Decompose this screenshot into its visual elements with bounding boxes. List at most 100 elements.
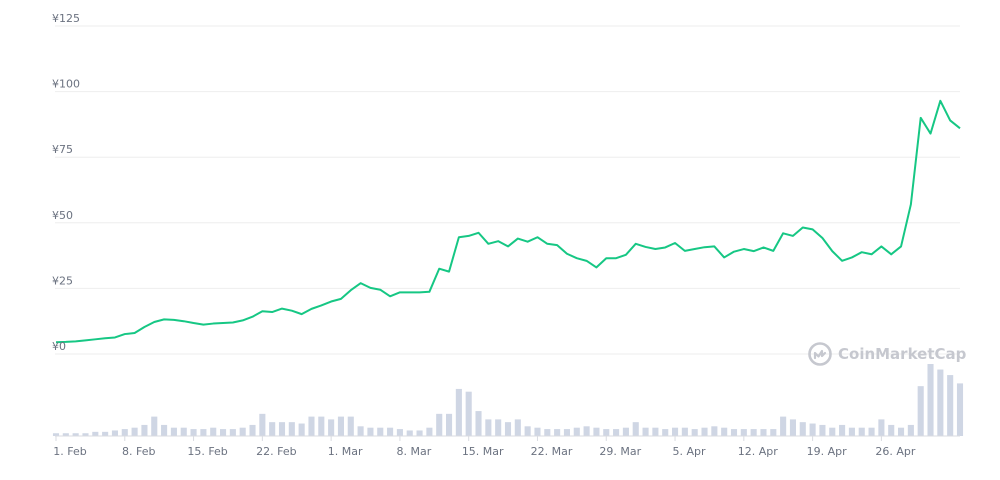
volume-bar [337, 416, 345, 436]
volume-bar [485, 419, 492, 436]
x-tick-label: 15. Mar [462, 445, 504, 458]
x-tick-label: 8. Mar [397, 445, 432, 458]
volume-bar [82, 433, 89, 436]
x-tick-label: 22. Feb [256, 445, 296, 458]
price-line [55, 99, 961, 344]
y-tick-label: ¥50 [52, 209, 73, 222]
y-tick-label: ¥100 [52, 78, 80, 91]
volume-bar [829, 427, 836, 436]
volume-bar [730, 429, 738, 436]
coinmarketcap-logo-icon [808, 342, 832, 366]
volume-bar [907, 424, 914, 436]
y-tick-label: ¥75 [52, 143, 73, 156]
volume-bar [131, 427, 138, 436]
x-tick-label: 15. Feb [187, 445, 227, 458]
volume-bar [613, 429, 620, 436]
volume-bar [288, 422, 295, 436]
volume-bar [170, 427, 177, 436]
volume-bar [662, 429, 669, 436]
x-tick-label: 12. Apr [738, 445, 778, 458]
volume-bar [200, 429, 207, 436]
volume-bar [593, 427, 600, 436]
volume-bar [239, 427, 246, 436]
volume-bar [563, 429, 571, 436]
volume-bar [534, 427, 541, 436]
volume-bar [465, 391, 472, 436]
volume-bar [328, 419, 335, 436]
volume-bar [858, 427, 865, 436]
x-tick-label: 22. Mar [531, 445, 573, 458]
volume-bar [259, 413, 266, 436]
volume-bar [249, 424, 256, 436]
volume-bar [573, 427, 580, 436]
volume-bar [102, 431, 109, 436]
volume-bar [937, 369, 944, 436]
volume-bar [278, 422, 286, 436]
volume-bar [62, 433, 69, 436]
volume-bar [956, 383, 964, 436]
y-axis-ticks: ¥125 ¥100 ¥75 ¥50 ¥25 ¥0 [52, 12, 80, 353]
volume-bar [357, 426, 364, 436]
volume-bar [789, 419, 797, 436]
volume-bar [554, 429, 561, 436]
volume-bar [426, 427, 433, 436]
volume-bar [770, 429, 777, 436]
volume-bar [750, 429, 757, 436]
volume-bars [52, 364, 964, 436]
volume-bar [711, 426, 718, 436]
volume-bar [377, 427, 384, 436]
volume-bar [298, 423, 305, 436]
volume-bar [445, 413, 453, 436]
x-tick-label: 29. Mar [599, 445, 641, 458]
volume-bar [819, 424, 826, 436]
volume-bar [544, 429, 551, 436]
volume-bar [809, 423, 816, 436]
volume-bar [632, 422, 639, 436]
volume-bar [671, 427, 679, 436]
volume-bar [848, 427, 855, 436]
volume-bar [367, 427, 374, 436]
volume-bar [780, 416, 787, 436]
volume-bar [347, 416, 354, 436]
volume-bar [514, 419, 521, 436]
volume-bar [229, 429, 236, 436]
volume-bar [888, 424, 895, 436]
volume-bar [897, 427, 905, 436]
volume-bar [111, 430, 119, 436]
volume-bar [387, 427, 394, 436]
volume-bar [190, 429, 197, 436]
volume-bar [740, 429, 747, 436]
volume-bar [151, 416, 158, 436]
volume-bar [455, 388, 462, 436]
volume-bar [701, 427, 708, 436]
volume-bar [436, 413, 443, 436]
watermark: CoinMarketCap [808, 342, 967, 366]
volume-bar [927, 364, 934, 436]
volume-bar [524, 426, 531, 436]
volume-bar [72, 433, 79, 436]
volume-bar [396, 429, 403, 436]
y-tick-label: ¥125 [52, 12, 80, 25]
volume-bar [269, 422, 276, 436]
volume-bar [652, 427, 659, 436]
x-tick-label: 19. Apr [807, 445, 847, 458]
volume-bar [917, 386, 924, 436]
volume-bar [219, 429, 227, 436]
volume-bar [681, 427, 688, 436]
volume-bar [210, 427, 217, 436]
x-tick-label: 1. Mar [328, 445, 363, 458]
volume-bar [92, 431, 99, 436]
volume-bar [308, 416, 315, 436]
volume-bar [161, 424, 168, 436]
grid-lines [55, 25, 960, 355]
volume-bar [406, 430, 413, 436]
x-tick-label: 8. Feb [122, 445, 155, 458]
y-tick-label: ¥0 [52, 340, 66, 353]
y-tick-label: ¥25 [52, 274, 73, 287]
volume-bar [642, 427, 649, 436]
volume-bar [141, 424, 148, 436]
volume-bar [475, 411, 482, 436]
volume-bar [583, 426, 590, 436]
